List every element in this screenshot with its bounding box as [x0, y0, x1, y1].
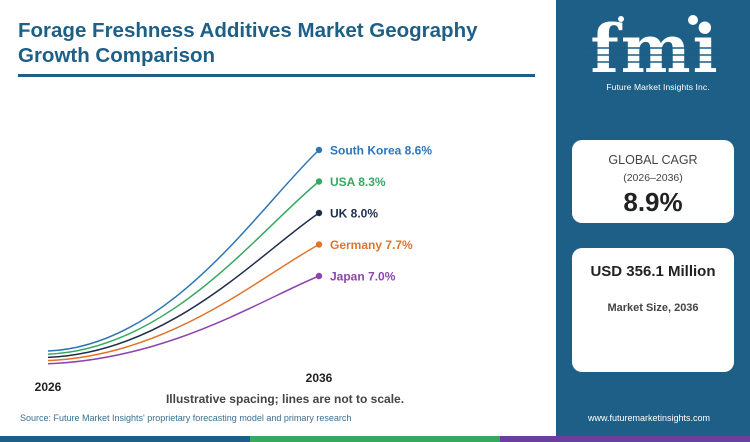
fmi-logo: fmi	[585, 10, 725, 88]
series-end-point-japan	[315, 272, 323, 280]
series-line-germany	[47, 243, 320, 362]
global-cagr-card: GLOBAL CAGR (2026–2036) 8.9%	[572, 140, 734, 223]
market-size-label: Market Size, 2036	[607, 302, 699, 314]
series-line-uk	[47, 212, 320, 359]
series-line-south-korea	[47, 149, 320, 352]
chart-panel: Forage Freshness Additives Market Geogra…	[18, 19, 535, 77]
bottom-bar-segment-purple	[500, 436, 750, 442]
line-chart: South Korea 8.6% USA 8.3% UK 8.0% Germany 7…	[35, 144, 433, 407]
website-link[interactable]: www.futuremarketinsights.com	[588, 413, 711, 423]
source-note: Source: Future Market Insights' propriet…	[20, 413, 352, 423]
series-label-south-korea: South Korea 8.6%	[330, 144, 432, 158]
bottom-bar-segment-green	[250, 436, 500, 442]
x-tick-label-2026: 2026	[35, 380, 62, 394]
chart-title: Forage Freshness Additives Market Geogra…	[18, 19, 478, 67]
series-line-japan	[47, 275, 320, 365]
logo-wordmark: fmi	[590, 10, 719, 88]
cagr-value: 8.9%	[623, 187, 683, 217]
series-end-point-south-korea	[315, 146, 323, 154]
series-end-point-uk	[315, 209, 323, 217]
series-group: South Korea 8.6% USA 8.3% UK 8.0% Germany 7…	[47, 144, 432, 365]
brand-tagline: Future Market Insights Inc.	[606, 82, 710, 92]
title-divider	[18, 74, 535, 77]
market-size-value: USD 356.1 Million	[590, 263, 716, 280]
series-label-japan: Japan 7.0%	[330, 270, 396, 284]
series-end-point-usa	[315, 178, 323, 185]
series-line-usa	[47, 180, 320, 355]
series-label-uk: UK 8.0%	[330, 207, 378, 221]
bottom-bar-segment-blue	[0, 436, 250, 442]
series-label-germany: Germany 7.7%	[330, 238, 413, 252]
x-tick-label-2036: 2036	[306, 371, 333, 385]
bottom-color-bar	[0, 436, 750, 442]
series-label-usa: USA 8.3%	[330, 175, 386, 189]
cagr-period: (2026–2036)	[623, 172, 683, 184]
cagr-label: GLOBAL CAGR	[608, 153, 698, 167]
market-size-card: USD 356.1 Million Market Size, 2036	[572, 248, 734, 372]
chart-note: Illustrative spacing; lines are not to s…	[166, 392, 404, 406]
series-end-point-germany	[315, 241, 323, 248]
